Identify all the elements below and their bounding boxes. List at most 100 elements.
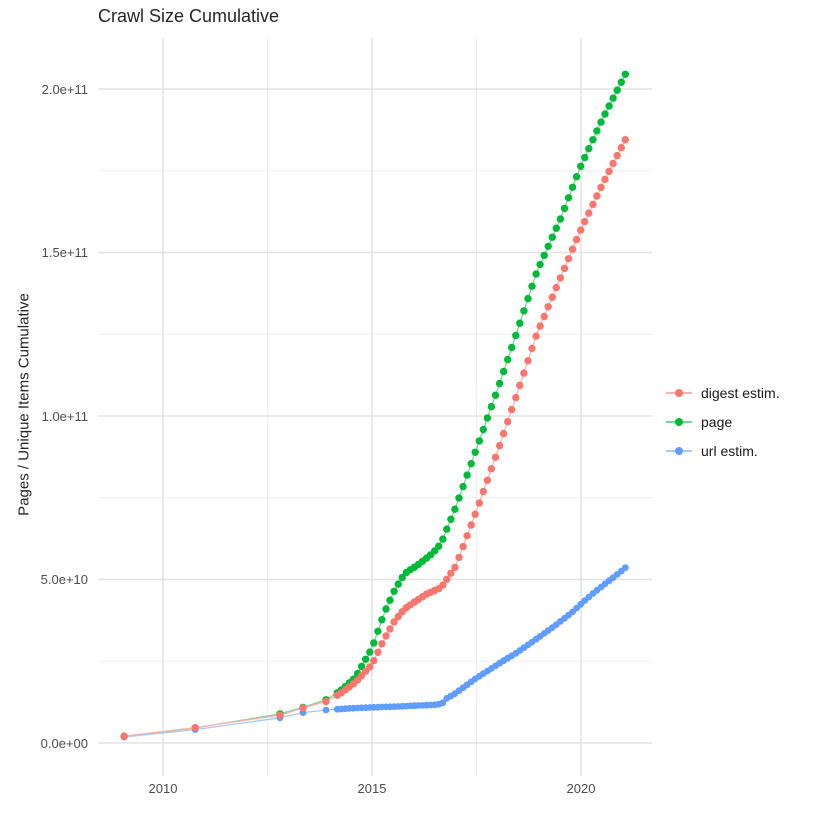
data-point-page [556,215,565,223]
data-point-page [370,639,378,647]
data-point-digest-estim- [532,332,540,340]
data-point-page [483,414,492,422]
data-point-page [357,662,366,671]
data-point-page [362,655,370,663]
data-point-page [435,542,443,550]
data-point-digest-estim- [495,441,504,450]
data-point-digest-estim- [577,226,585,234]
data-point-digest-estim- [556,274,565,282]
legend-item-url-estim: url estim. [666,436,780,465]
data-point-page [378,616,386,624]
data-point-page [520,307,528,315]
data-point-page [536,260,544,269]
data-point-digest-estim- [475,499,483,507]
data-point-page [459,482,467,491]
data-point-page [443,525,451,533]
data-point-digest-estim- [617,143,625,152]
y-tick-label: 0.0e+00 [40,735,88,751]
data-point-page [491,391,500,399]
data-point-page [398,573,406,582]
data-point-digest-estim- [276,711,284,719]
data-point-page [621,70,629,79]
data-point-page [439,535,447,543]
legend-item-digest-estim: digest estim. [666,378,780,407]
x-tick-label: 2020 [566,781,596,796]
data-point-page [548,233,556,241]
legend-label: url estim. [701,442,758,459]
data-point-url-estim- [621,564,629,572]
data-point-digest-estim- [512,393,520,402]
data-point-page [471,448,479,456]
data-point-page [475,437,483,445]
data-point-page [524,294,532,303]
data-point-page [508,343,516,352]
x-tick-label: 2015 [357,781,387,796]
data-point-digest-estim- [552,283,560,292]
data-point-digest-estim- [471,510,479,518]
data-point-digest-estim- [299,704,307,712]
data-point-page [581,153,589,162]
data-point-digest-estim- [540,312,548,321]
data-point-page [451,505,459,513]
y-tick-label: 2.0e+11 [41,81,88,97]
data-point-page [609,94,617,102]
data-point-digest-estim- [613,151,621,160]
legend-label: page [701,413,733,430]
data-point-digest-estim- [524,357,532,365]
legend-key-digest-icon [666,386,692,400]
data-point-page [447,515,455,523]
data-point-digest-estim- [597,183,605,192]
data-point-digest-estim- [459,542,467,551]
data-point-digest-estim- [504,417,512,426]
legend-key-url-icon [666,444,692,458]
data-point-page [597,118,605,126]
data-point-digest-estim- [322,697,330,706]
data-point-digest-estim- [451,563,459,572]
data-point-digest-estim- [601,175,609,184]
data-point-page [467,460,475,468]
data-point-page [560,204,569,213]
data-point-digest-estim- [605,167,613,176]
data-point-page [617,78,625,86]
data-point-digest-estim- [589,200,597,209]
series-line-digest-estim- [124,139,626,737]
data-point-digest-estim- [120,732,128,740]
data-point-digest-estim- [528,344,536,353]
data-point-digest-estim- [508,405,516,414]
data-point-page [495,379,504,388]
data-point-url-estim- [439,699,447,707]
data-point-digest-estim- [568,245,577,253]
data-point-page [499,367,508,376]
data-point-digest-estim- [564,255,573,263]
data-point-page [386,596,394,604]
data-point-digest-estim- [491,453,500,461]
x-tick-label: 2010 [148,781,178,796]
data-point-page [390,587,398,595]
data-point-digest-estim- [443,575,451,583]
data-point-digest-estim- [516,381,524,390]
data-point-digest-estim- [585,209,593,217]
data-point-page [605,102,613,110]
data-point-page [504,355,512,364]
data-point-digest-estim- [386,625,394,633]
data-point-digest-estim- [621,136,629,144]
data-point-digest-estim- [609,159,617,168]
legend-key-page-icon [666,415,692,429]
data-point-page [568,183,577,191]
data-point-digest-estim- [487,465,496,473]
data-point-digest-estim- [544,303,552,311]
data-point-page [613,86,621,94]
data-point-digest-estim- [382,632,390,640]
data-point-page [479,425,487,434]
data-point-page [366,648,374,656]
data-point-digest-estim- [191,723,199,732]
data-point-page [564,194,573,202]
y-tick-label: 1.5e+11 [41,245,88,260]
y-tick-label: 1.0e+11 [41,408,88,424]
data-point-digest-estim- [520,369,528,377]
data-point-digest-estim- [572,235,581,244]
data-point-page [532,270,540,278]
data-point-digest-estim- [370,657,378,665]
data-point-page [487,402,496,411]
